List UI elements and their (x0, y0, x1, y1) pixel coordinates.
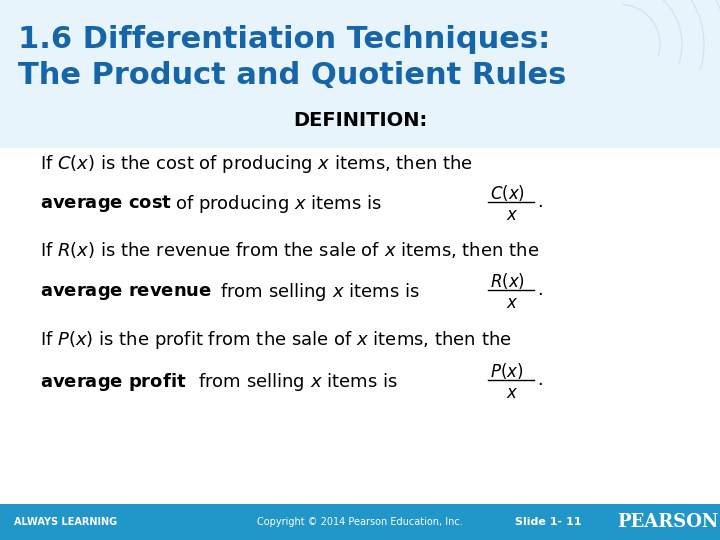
Text: 1.6 Differentiation Techniques:: 1.6 Differentiation Techniques: (18, 25, 550, 55)
Text: $\mathbf{average\ profit}$: $\mathbf{average\ profit}$ (40, 371, 186, 393)
Text: PEARSON: PEARSON (617, 513, 719, 531)
Text: If $P(x)$ is the profit from the sale of $x$ items, then the: If $P(x)$ is the profit from the sale of… (40, 329, 512, 351)
Text: If $R(x)$ is the revenue from the sale of $x$ items, then the: If $R(x)$ is the revenue from the sale o… (40, 240, 539, 260)
Text: Copyright © 2014 Pearson Education, Inc.: Copyright © 2014 Pearson Education, Inc. (257, 517, 463, 527)
Text: ALWAYS LEARNING: ALWAYS LEARNING (14, 517, 117, 527)
Text: Slide 1- 11: Slide 1- 11 (515, 517, 581, 527)
Text: from selling $x$ items is: from selling $x$ items is (198, 371, 397, 393)
Text: $\mathbf{average\ revenue}$: $\mathbf{average\ revenue}$ (40, 282, 212, 301)
Text: .: . (537, 281, 543, 299)
FancyBboxPatch shape (0, 0, 720, 148)
Text: of producing $x$ items is: of producing $x$ items is (175, 193, 382, 215)
Text: $P(x)$: $P(x)$ (490, 361, 523, 381)
Text: $x$: $x$ (506, 206, 518, 224)
Text: .: . (537, 193, 543, 211)
Text: DEFINITION:: DEFINITION: (293, 111, 427, 130)
Text: .: . (537, 371, 543, 389)
Text: $x$: $x$ (506, 294, 518, 312)
Text: $R(x)$: $R(x)$ (490, 271, 525, 291)
FancyBboxPatch shape (0, 504, 720, 540)
Text: $C(x)$: $C(x)$ (490, 183, 525, 203)
Text: If $C(x)$ is the cost of producing $x$ items, then the: If $C(x)$ is the cost of producing $x$ i… (40, 153, 473, 175)
Text: from selling $x$ items is: from selling $x$ items is (220, 281, 420, 303)
Text: $x$: $x$ (506, 384, 518, 402)
Text: The Product and Quotient Rules: The Product and Quotient Rules (18, 60, 567, 90)
Text: $\mathbf{average\ cost}$: $\mathbf{average\ cost}$ (40, 193, 172, 214)
